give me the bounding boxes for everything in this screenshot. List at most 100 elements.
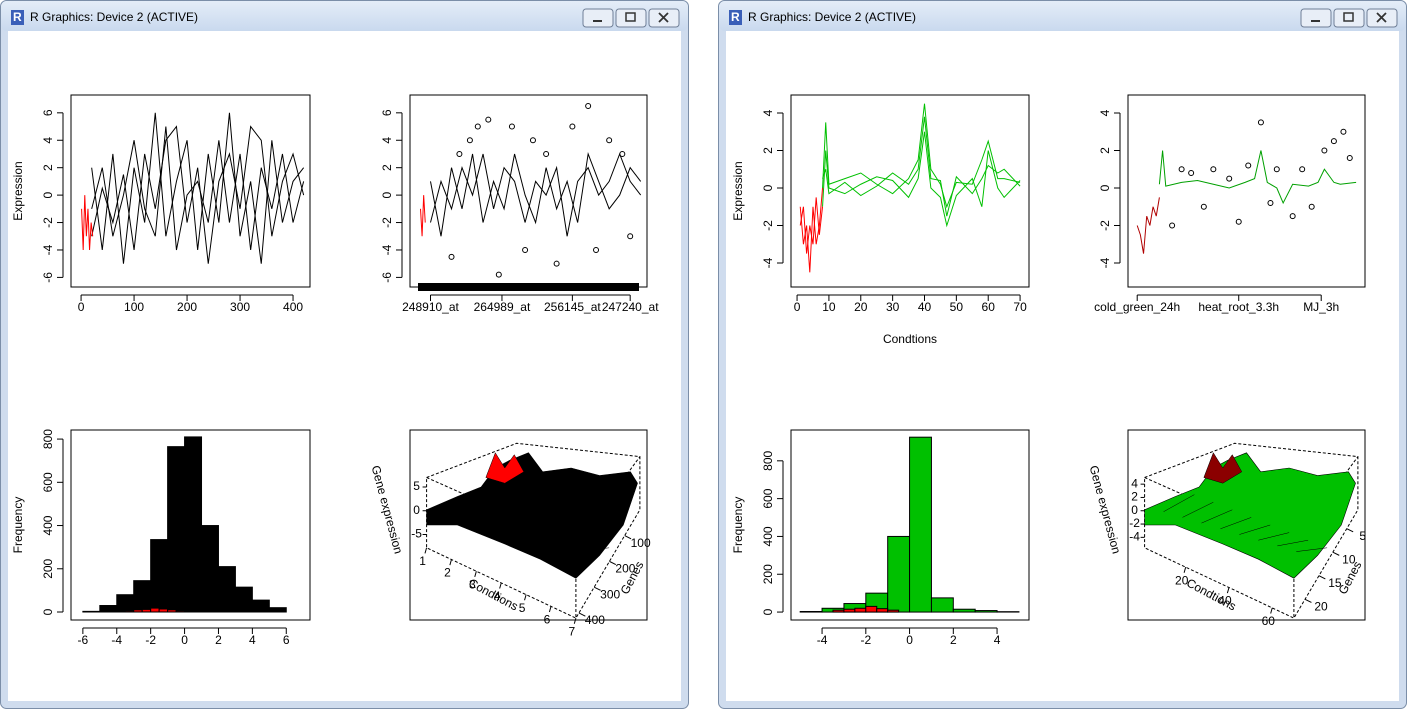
x-tick-label: 2 — [444, 566, 451, 580]
client-area — [8, 31, 681, 701]
x-tick-label: 300 — [230, 300, 250, 314]
histogram-bar — [800, 611, 822, 612]
histogram-bar — [855, 608, 866, 612]
y-tick-label: -4 — [1098, 257, 1112, 268]
y-tick-label: 4 — [41, 137, 55, 144]
y-tick-label: -2 — [41, 217, 55, 228]
x-tick-label: heat_root_3.3h — [1198, 300, 1279, 314]
histogram-bar — [910, 437, 932, 612]
y-tick-label: 2 — [41, 164, 55, 171]
y-tick-label: 0 — [41, 608, 55, 615]
histogram-bar — [83, 611, 100, 612]
y-tick-label: 100 — [631, 536, 651, 550]
z-tick-label: 2 — [1131, 490, 1138, 504]
x-tick-label: 60 — [982, 300, 996, 314]
y-axis-label: Frequency — [731, 497, 745, 554]
minimize-button[interactable] — [583, 9, 613, 27]
x-tick-label: 248910_at — [402, 300, 459, 314]
y-tick-label: 800 — [41, 429, 55, 449]
y-tick-label: -6 — [380, 272, 394, 283]
z-tick-label: -2 — [1129, 516, 1140, 530]
x-tick-label: 20 — [854, 300, 868, 314]
y-axis-label: Expression — [11, 161, 25, 220]
y-tick-label: 20 — [1314, 599, 1328, 613]
x-tick-label: -4 — [111, 633, 122, 647]
histogram-bar — [269, 608, 286, 612]
y-tick-label: -6 — [41, 272, 55, 283]
y-tick-label: 0 — [41, 191, 55, 198]
maximize-button[interactable] — [616, 9, 646, 27]
histogram-bar — [235, 587, 252, 612]
z-tick-label: -4 — [1129, 530, 1140, 544]
x-tick-label: MJ_3h — [1303, 300, 1339, 314]
x-tick-label: 60 — [1262, 614, 1276, 628]
client-area — [726, 31, 1399, 701]
y-tick-label: -4 — [41, 244, 55, 255]
x-tick-label: cold_green_24h — [1094, 300, 1180, 314]
histogram-bar — [931, 598, 953, 612]
histogram-bar — [125, 611, 133, 612]
x-tick-label: 4 — [249, 633, 256, 647]
maximize-button[interactable] — [1334, 9, 1364, 27]
y-tick-label: 600 — [41, 472, 55, 492]
y-tick-label: 200 — [41, 558, 55, 578]
y-tick-label: -4 — [761, 257, 775, 268]
x-tick-label: -4 — [817, 633, 828, 647]
y-axis-label: Frequency — [11, 497, 25, 554]
r-icon-letter: R — [731, 10, 740, 24]
y-axis-label: Expression — [731, 161, 745, 220]
z-tick-label: 0 — [413, 503, 420, 517]
x-tick-label: 1 — [419, 554, 426, 568]
z-tick-label: 0 — [1131, 503, 1138, 517]
histogram-bar — [100, 606, 117, 612]
y-tick-label: 400 — [761, 526, 775, 546]
histogram-bar — [151, 608, 159, 612]
y-tick-label: 600 — [761, 488, 775, 508]
histogram-bar — [168, 447, 185, 612]
x-tick-label: -2 — [860, 633, 871, 647]
x-tick-label: 400 — [283, 300, 303, 314]
histogram-bar — [888, 610, 899, 612]
histogram-bar — [888, 536, 910, 612]
histogram-bar — [185, 437, 202, 612]
histogram-bar — [202, 526, 219, 612]
y-tick-label: 200 — [761, 564, 775, 584]
histogram-bar — [134, 610, 142, 612]
histogram-bar — [142, 609, 150, 612]
histogram-bar — [953, 609, 975, 612]
y-tick-label: -2 — [380, 217, 394, 228]
r-icon-letter: R — [13, 10, 22, 24]
y-tick-label: 800 — [761, 450, 775, 470]
x-tick-label: 40 — [918, 300, 932, 314]
x-tick-label: 5 — [519, 601, 526, 615]
y-tick-label: 6 — [380, 109, 394, 116]
y-tick-label: 6 — [41, 109, 55, 116]
x-tick-label: 247240_at — [602, 300, 659, 314]
histogram-bar — [159, 609, 167, 612]
x-tick-label: 0 — [794, 300, 801, 314]
y-tick-label: -4 — [380, 244, 394, 255]
histogram-bar — [877, 609, 888, 612]
x-tick-label: 7 — [569, 624, 576, 638]
histogram-bar — [975, 611, 997, 613]
window-title: R Graphics: Device 2 (ACTIVE) — [748, 10, 916, 24]
z-tick-label: -5 — [411, 527, 422, 541]
y-tick-label: 2 — [1098, 147, 1112, 154]
y-tick-label: 4 — [380, 137, 394, 144]
window-title: R Graphics: Device 2 (ACTIVE) — [30, 10, 198, 24]
x-tick-label: 0 — [906, 633, 913, 647]
x-tick-label: -6 — [78, 633, 89, 647]
z-tick-label: 4 — [1131, 476, 1138, 490]
y-tick-label: 0 — [761, 184, 775, 191]
histogram-bar — [168, 610, 176, 612]
histogram-bar — [218, 567, 235, 612]
minimize-button[interactable] — [1301, 9, 1331, 27]
y-tick-label: -2 — [1098, 220, 1112, 231]
histogram-bar — [844, 609, 855, 612]
histogram-bar — [134, 581, 151, 612]
histogram-bar — [151, 540, 168, 612]
histogram-bar — [252, 600, 269, 612]
